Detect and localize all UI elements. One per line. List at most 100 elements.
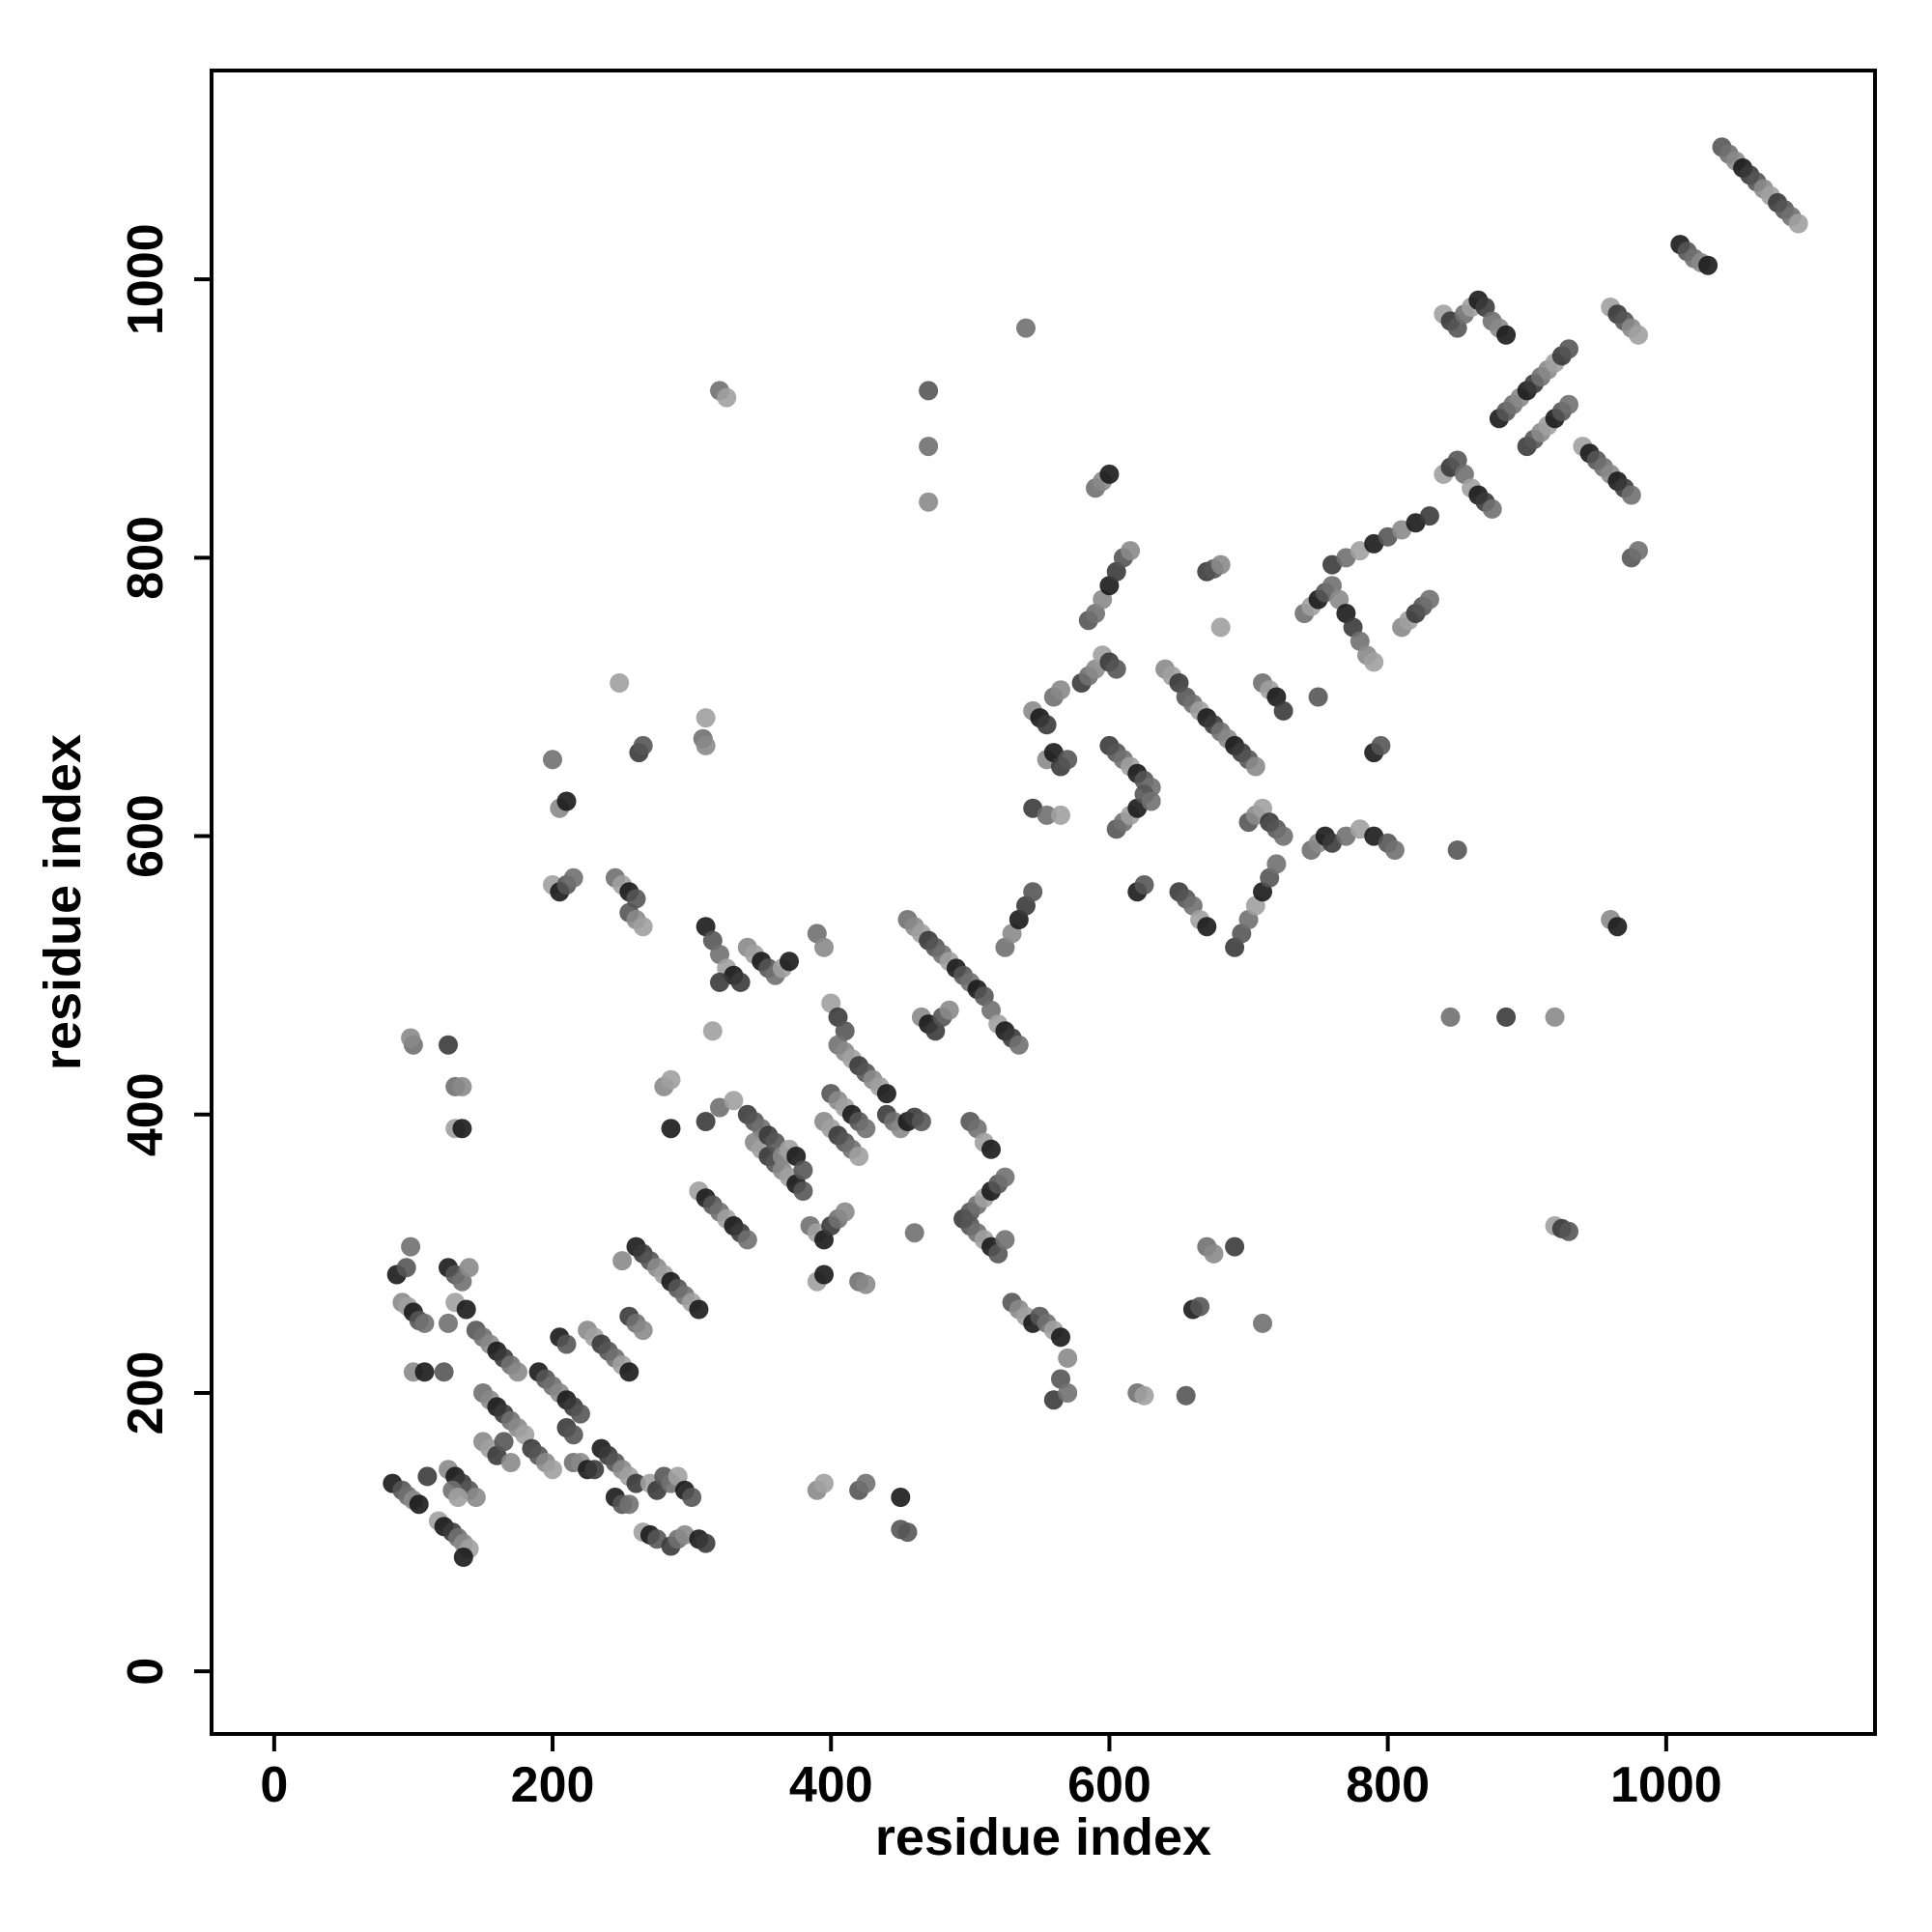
data-point [1447,840,1467,860]
data-point [1419,506,1439,526]
x-tick-label: 0 [260,1757,288,1813]
data-point [730,972,751,992]
y-tick-label: 1000 [118,223,174,335]
data-point [911,1112,931,1131]
data-point [939,1000,959,1020]
data-point [1051,680,1070,700]
data-point [702,1021,723,1041]
data-point [919,437,939,457]
plot-frame [210,69,1877,1736]
data-point [814,1264,834,1285]
data-point [1106,659,1126,679]
data-point [633,917,653,937]
data-point [1607,917,1628,937]
data-point [396,1258,416,1278]
data-point [856,1274,876,1294]
data-point [453,1548,473,1567]
data-point [835,1202,855,1222]
data-point [584,1460,605,1480]
data-point [1698,255,1719,275]
data-point [1099,464,1120,484]
y-axis: 0 200 400 600 800 1000 [118,223,212,1686]
data-point [1210,554,1231,575]
data-point [619,1494,639,1515]
data-point [891,1520,911,1540]
data-point [696,735,716,755]
data-point [1051,805,1070,825]
data-point [543,1460,562,1480]
x-tick-label: 1000 [1610,1757,1722,1813]
data-point [556,791,577,811]
data-point [1496,325,1517,345]
data-point [1225,1236,1245,1257]
data-point [710,972,729,992]
data-point [661,1119,681,1139]
data-point [1058,750,1078,770]
y-tick-label: 200 [118,1351,174,1435]
y-tick-label: 0 [118,1658,174,1686]
data-point [1629,325,1648,345]
data-point [780,952,799,972]
data-point [619,1362,639,1382]
data-point [414,1362,435,1382]
data-point [452,1119,472,1139]
data-point [814,937,834,957]
data-point [459,1258,479,1278]
data-point [456,1299,476,1320]
data-point [793,1181,813,1201]
data-point [1559,394,1578,414]
data-point [995,1230,1015,1250]
data-point [696,1533,716,1553]
y-tick-label: 400 [118,1072,174,1156]
data-point [696,1112,716,1131]
data-point [1266,854,1287,874]
data-point [1016,318,1036,338]
data-point [919,381,939,401]
data-point [1190,1296,1210,1317]
data-point [1058,1348,1078,1368]
x-tick-label: 400 [789,1757,873,1813]
data-point [1419,589,1439,610]
data-point [717,387,737,408]
data-point [439,1035,458,1055]
data-point [417,1466,438,1487]
data-point [1176,1385,1196,1406]
data-point [682,1488,702,1507]
data-point [1204,1243,1224,1264]
data-point [876,1084,896,1104]
data-point [1621,485,1641,505]
data-point [1308,687,1328,707]
data-point [1545,1007,1565,1027]
data-point [448,1488,469,1507]
data-point [1197,917,1217,937]
data-point [1629,541,1648,561]
data-point [500,1453,521,1472]
data-point [563,867,583,888]
data-point [793,1160,813,1180]
data-point [856,1119,876,1139]
data-point [1440,1007,1461,1027]
data-point [696,708,716,728]
x-tick-label: 800 [1346,1757,1430,1813]
data-point [737,1230,757,1250]
points-layer [383,137,1808,1567]
data-point [494,1432,514,1452]
data-point [1134,875,1154,895]
data-point [1788,213,1808,234]
data-point [904,1223,924,1243]
data-point [1023,882,1043,902]
data-point [856,1473,876,1493]
data-point [1051,1327,1070,1348]
data-point [626,1473,646,1493]
data-point [1134,1385,1154,1406]
data-point [556,1334,577,1354]
data-point [1121,541,1141,561]
data-point [814,1473,834,1493]
data-point [543,750,562,770]
data-point [981,1139,1001,1159]
x-tick-label: 200 [511,1757,595,1813]
data-point [689,1299,709,1320]
data-point [409,1494,429,1515]
data-point [633,735,653,755]
